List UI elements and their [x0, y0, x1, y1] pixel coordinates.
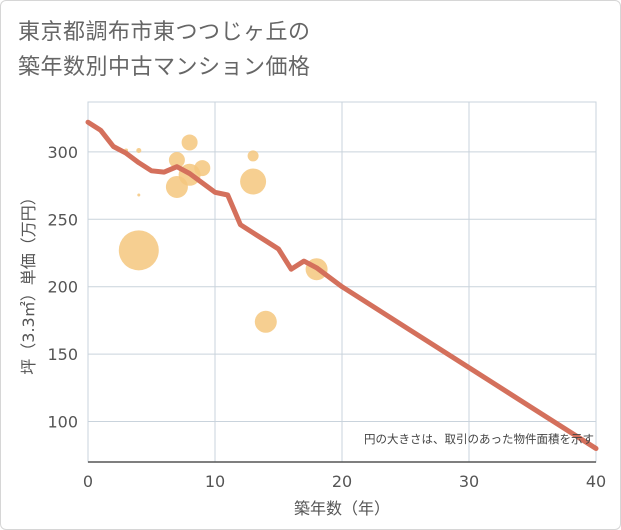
y-tick-label: 250 — [47, 210, 78, 229]
average-price-line — [85, 119, 599, 451]
chart-title: 東京都調布市東つつじヶ丘の 築年数別中古マンション価格 — [18, 15, 311, 85]
chart-title-line1: 東京都調布市東つつじヶ丘の — [18, 20, 311, 45]
y-tick-label: 100 — [47, 413, 78, 432]
bubble-point — [181, 134, 198, 151]
chart-title-line2: 築年数別中古マンション価格 — [18, 55, 311, 80]
x-tick-label: 10 — [205, 472, 225, 491]
bubble-point — [254, 310, 277, 333]
bubble-point — [168, 151, 185, 168]
bubble-point — [136, 148, 142, 154]
x-tick-label: 20 — [332, 472, 352, 491]
y-axis-label: 坪（3.3㎡）単価（万円） — [19, 189, 38, 374]
bubble-point — [137, 193, 141, 197]
bubble-point — [240, 168, 267, 195]
bubble-point — [247, 150, 259, 162]
y-tick-label: 150 — [47, 345, 78, 364]
x-tick-label: 0 — [83, 472, 93, 491]
y-tick-label: 300 — [47, 143, 78, 162]
bubble-point — [118, 230, 159, 271]
x-tick-label: 30 — [459, 472, 479, 491]
bubble-point — [194, 160, 211, 177]
size-note: 円の大きさは、取引のあった物件面積を示す — [364, 432, 594, 446]
y-tick-label: 200 — [47, 278, 78, 297]
x-axis-label: 築年数（年） — [294, 499, 390, 518]
x-tick-label: 40 — [586, 472, 606, 491]
